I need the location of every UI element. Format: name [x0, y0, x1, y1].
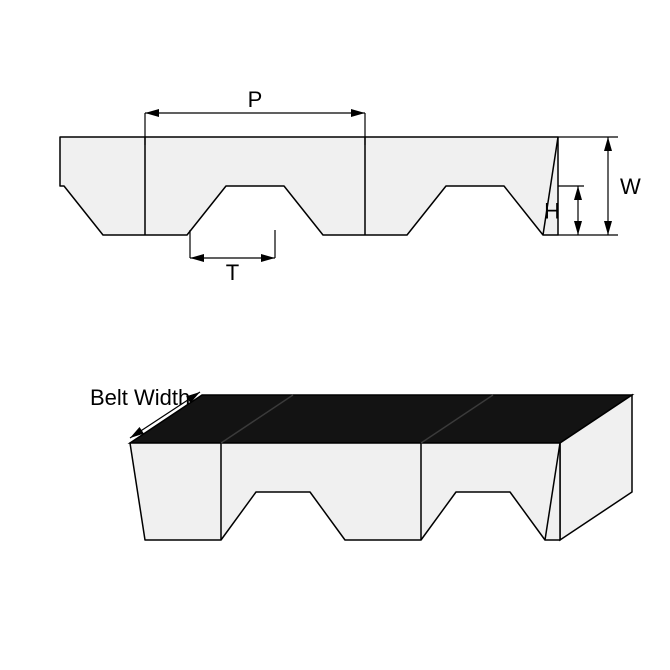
label-p: P	[248, 87, 263, 112]
label-h: H	[544, 199, 560, 224]
profile-2d: P T W H	[60, 87, 641, 285]
label-belt-width: Belt Width	[90, 385, 190, 410]
label-w: W	[620, 174, 641, 199]
belt-isometric: Belt Width	[90, 385, 632, 540]
label-t: T	[226, 260, 239, 285]
